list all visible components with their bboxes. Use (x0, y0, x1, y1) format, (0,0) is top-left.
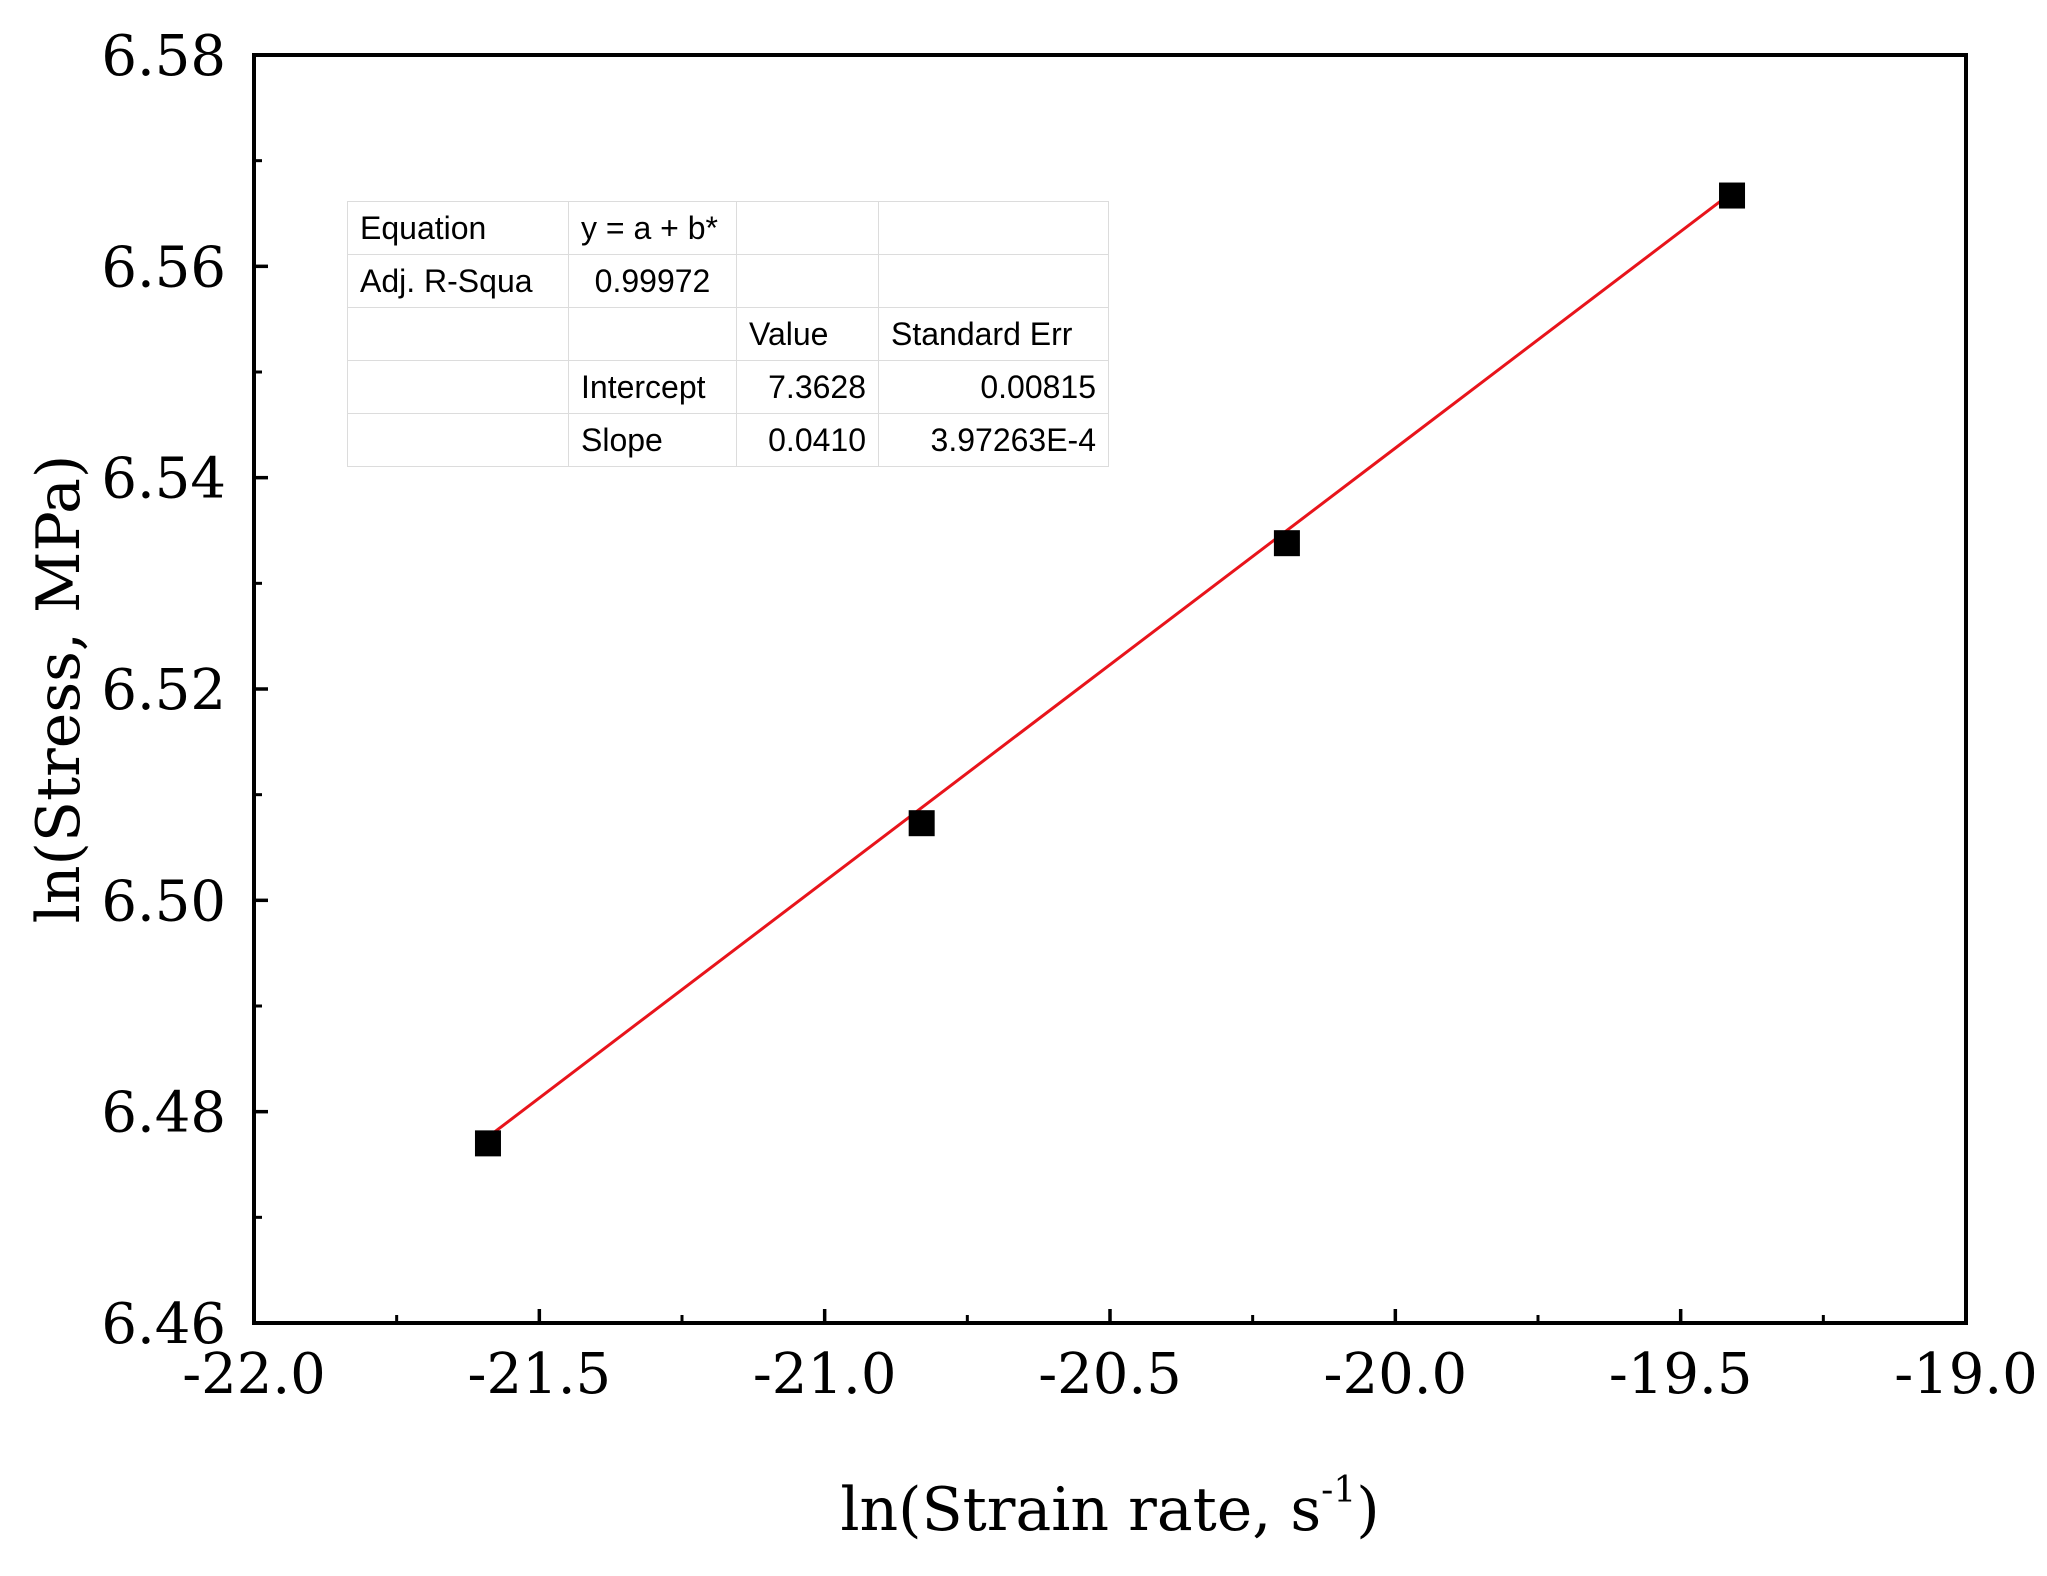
stats-cell (736, 254, 879, 308)
stats-row-header: Value Standard Err (347, 307, 1109, 361)
stats-cell (347, 413, 569, 467)
stats-cell (347, 307, 569, 361)
x-tick-label: -20.0 (1324, 1342, 1468, 1407)
y-axis-title: ln(Stress, MPa) (24, 455, 94, 924)
y-tick-label: 6.56 (101, 235, 226, 300)
stats-cell (347, 360, 569, 414)
stats-row-slope: Slope 0.0410 3.97263E-4 (347, 413, 1109, 467)
data-point (1273, 530, 1300, 557)
fit-layer (487, 191, 1733, 1139)
x-tick-label: -19.0 (1894, 1342, 2038, 1407)
stats-cell: Equation (347, 201, 569, 255)
x-tick-label: -21.0 (753, 1342, 897, 1407)
data-points (474, 182, 1746, 1157)
y-tick-label: 6.54 (101, 447, 226, 512)
stats-cell: 3.97263E-4 (878, 413, 1109, 467)
stats-cell: Slope (568, 413, 737, 467)
y-tick-label: 6.58 (101, 24, 226, 89)
stats-cell: y = a + b* (568, 201, 737, 255)
x-axis-title-superscript: -1 (1321, 1470, 1356, 1511)
axis-ticks (252, 53, 1968, 1325)
data-point (908, 810, 935, 837)
x-tick-label: -19.5 (1609, 1342, 1753, 1407)
stats-cell: 0.0410 (736, 413, 879, 467)
stats-cell: 7.3628 (736, 360, 879, 414)
y-tick-label: 6.50 (101, 869, 226, 934)
stats-cell: 0.00815 (878, 360, 1109, 414)
y-tick-label: 6.48 (101, 1081, 226, 1146)
stats-cell (736, 201, 879, 255)
axis-tick-labels: -22.0 -21.5 -21.0 -20.5 -20.0 -19.5 -19.0 6.46 6… (101, 24, 2037, 1407)
x-axis-title-main: ln(Strain rate, s (840, 1475, 1321, 1545)
x-tick-label: -22.0 (182, 1342, 326, 1407)
stats-cell: Value (736, 307, 879, 361)
fit-stats-table: Equation y = a + b* Adj. R-Squa 0.99972 … (347, 201, 1109, 467)
data-point (474, 1130, 501, 1157)
stats-cell (878, 254, 1109, 308)
fit-line (487, 191, 1733, 1139)
stats-row-intercept: Intercept 7.3628 0.00815 (347, 360, 1109, 414)
stats-row-adj-r-square: Adj. R-Squa 0.99972 (347, 254, 1109, 308)
x-tick-label: -21.5 (468, 1342, 612, 1407)
x-tick-label: -20.5 (1038, 1342, 1182, 1407)
stats-cell (878, 201, 1109, 255)
stats-row-equation: Equation y = a + b* (347, 201, 1109, 255)
stats-cell: Intercept (568, 360, 737, 414)
stats-cell: Standard Err (878, 307, 1109, 361)
y-tick-label: 6.52 (101, 658, 226, 723)
data-point (1719, 182, 1746, 209)
x-axis-title-suffix: ) (1356, 1475, 1379, 1545)
stats-cell (568, 307, 737, 361)
y-tick-label: 6.46 (101, 1292, 226, 1357)
stats-cell: Adj. R-Squa (347, 254, 569, 308)
x-axis-title: ln(Strain rate, s-1) (840, 1470, 1379, 1545)
stats-cell: 0.99972 (568, 254, 737, 308)
